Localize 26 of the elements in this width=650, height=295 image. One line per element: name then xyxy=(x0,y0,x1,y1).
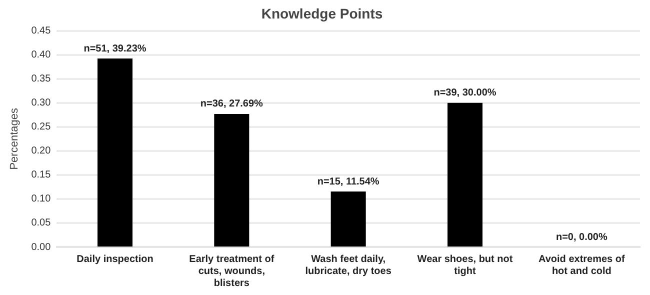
data-label: n=15, 11.54% xyxy=(317,176,380,188)
bar xyxy=(448,102,482,246)
y-tick-label: 0.00 xyxy=(31,242,52,253)
x-tick-label: Early treatment of cuts, wounds, blisters xyxy=(189,254,275,289)
data-label: n=0, 0.00% xyxy=(556,232,608,243)
bar xyxy=(214,114,250,246)
data-label: n=51, 39.23% xyxy=(84,43,146,54)
x-tick-label: Wash feet daily, lubricate, dry toes xyxy=(305,254,392,277)
y-tick-label: 0.05 xyxy=(31,218,52,229)
data-label: n=39, 30.00% xyxy=(434,88,496,99)
x-tick-label: Wear shoes, but not tight xyxy=(417,254,514,277)
y-tick-label: 0.10 xyxy=(31,194,52,205)
y-tick-label: 0.30 xyxy=(31,98,52,109)
y-tick-label: 0.20 xyxy=(31,146,52,157)
y-tick-label: 0.40 xyxy=(31,50,52,61)
y-tick-label: 0.35 xyxy=(31,74,52,85)
y-tick-label: 0.25 xyxy=(31,122,52,133)
x-tick-label: Daily inspection xyxy=(76,254,154,265)
y-tick-label: 0.15 xyxy=(31,170,52,181)
chart-title: Knowledge Points xyxy=(261,5,383,22)
y-axis-title: Percentages xyxy=(8,108,21,170)
data-label: n=36, 27.69% xyxy=(200,98,264,110)
bar xyxy=(330,192,366,246)
x-tick-label: Avoid extremes of hot and cold xyxy=(538,254,626,277)
bar xyxy=(97,58,132,246)
y-tick-label: 0.45 xyxy=(31,26,52,37)
